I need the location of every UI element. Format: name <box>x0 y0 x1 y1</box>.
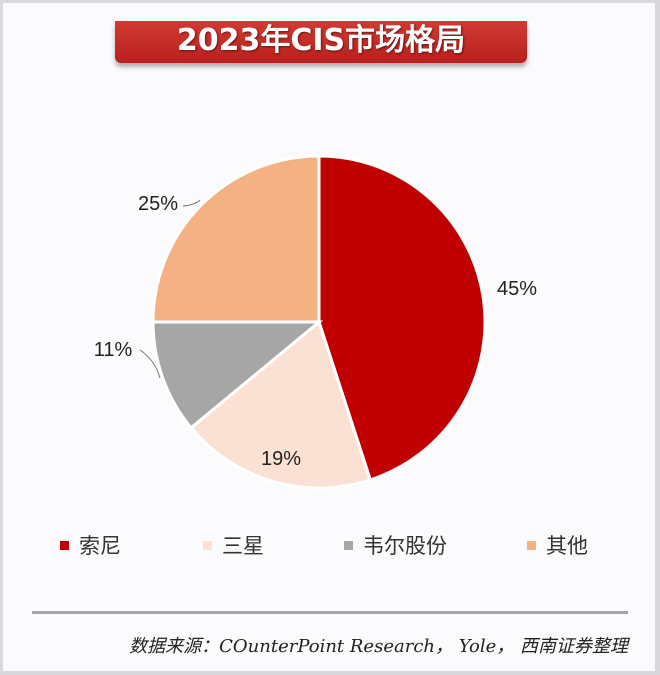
legend-label: 韦尔股份 <box>363 534 447 558</box>
leader-line <box>182 199 201 207</box>
legend-label: 索尼 <box>79 534 121 558</box>
legend-item: 其他 <box>527 530 588 560</box>
pie-slice-3 <box>151 320 324 430</box>
chart-title: 2023年CIS市场格局 <box>115 21 527 63</box>
legend-swatch <box>344 540 353 550</box>
data-label: 11% <box>94 339 133 361</box>
data-label: 25% <box>138 193 178 215</box>
pie-slice-2 <box>188 319 373 490</box>
legend-swatch <box>203 540 212 550</box>
legend-swatch <box>527 540 536 550</box>
legend-item: 索尼 <box>60 530 121 560</box>
legend-label: 其他 <box>546 534 588 558</box>
legend-item: 三星 <box>203 530 264 560</box>
leader-line <box>139 349 161 379</box>
data-label: 19% <box>261 448 301 470</box>
pie-slice-4 <box>151 154 321 324</box>
source-note: 数据来源：COunterPoint Research， Yole， 西南证券整理 <box>129 636 628 657</box>
legend-item: 韦尔股份 <box>344 530 447 560</box>
data-label: 45% <box>497 278 537 300</box>
legend-label: 三星 <box>222 534 264 558</box>
pie-slice-1 <box>317 154 487 482</box>
divider <box>32 611 628 614</box>
legend-swatch <box>60 540 69 550</box>
